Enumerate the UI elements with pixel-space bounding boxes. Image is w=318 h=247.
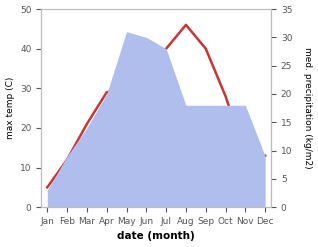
- Y-axis label: med. precipitation (kg/m2): med. precipitation (kg/m2): [303, 47, 313, 169]
- Y-axis label: max temp (C): max temp (C): [5, 77, 15, 139]
- X-axis label: date (month): date (month): [117, 231, 195, 242]
